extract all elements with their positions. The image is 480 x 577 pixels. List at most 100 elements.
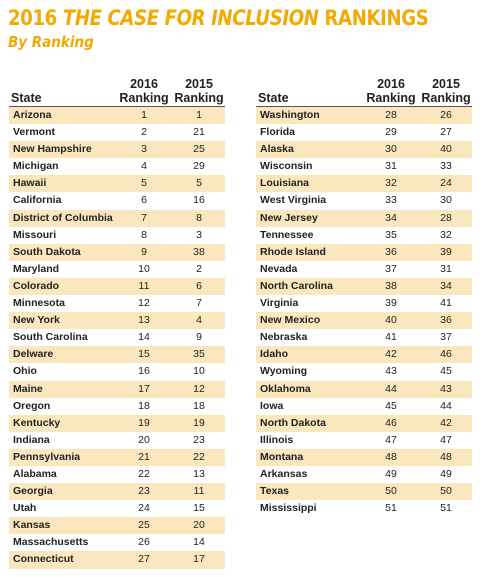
ranking-2015-cell: 39 <box>440 245 452 258</box>
ranking-2016-cell: 46 <box>385 416 397 429</box>
table-row: New York 13 4 <box>9 312 225 330</box>
table-row: Wyoming 43 45 <box>256 363 472 380</box>
ranking-2016-cell: 43 <box>385 365 397 378</box>
ranking-2015-cell: 12 <box>193 382 205 395</box>
header-state: State <box>258 91 289 105</box>
state-cell: South Carolina <box>13 331 88 344</box>
table-row: Arkansas 49 49 <box>256 466 472 483</box>
ranking-2016-cell: 44 <box>385 382 397 395</box>
ranking-2016-cell: 35 <box>385 228 397 241</box>
state-cell: Georgia <box>13 485 53 498</box>
ranking-2016-cell: 24 <box>138 502 150 515</box>
ranking-2015-cell: 45 <box>440 365 452 378</box>
state-cell: New Mexico <box>260 314 321 327</box>
state-cell: Illinois <box>260 433 294 446</box>
ranking-2016-cell: 18 <box>138 399 150 412</box>
ranking-2015-cell: 43 <box>440 382 452 395</box>
ranking-2016-cell: 5 <box>141 177 147 190</box>
state-cell: Nevada <box>260 262 298 275</box>
ranking-2016-cell: 2 <box>141 126 147 139</box>
table-row: Rhode Island 36 39 <box>256 243 472 261</box>
state-cell: Arkansas <box>260 467 308 480</box>
state-cell: South Dakota <box>13 245 81 258</box>
ranking-2016-cell: 42 <box>385 348 397 361</box>
ranking-2016-cell: 50 <box>385 485 397 498</box>
table-row: Kentucky 19 19 <box>9 414 225 432</box>
table-row: Indiana 20 23 <box>9 432 225 449</box>
ranking-2015-cell: 38 <box>193 245 205 258</box>
ranking-2015-cell: 18 <box>193 399 205 412</box>
table-row: Virginia 39 41 <box>256 295 472 312</box>
ranking-2016-cell: 13 <box>138 314 150 327</box>
ranking-2015-cell: 30 <box>440 194 452 207</box>
state-cell: Louisiana <box>260 177 310 190</box>
ranking-2015-cell: 40 <box>440 143 452 156</box>
ranking-2016-cell: 40 <box>385 314 397 327</box>
state-cell: Minnesota <box>13 297 65 310</box>
ranking-2016-cell: 21 <box>138 450 150 463</box>
header-2016-label: Ranking <box>366 91 416 105</box>
state-cell: New Hampshire <box>13 143 92 156</box>
state-cell: Indiana <box>13 433 50 446</box>
ranking-2015-cell: 13 <box>193 467 205 480</box>
ranking-2016-cell: 47 <box>385 433 397 446</box>
ranking-2015-cell: 47 <box>440 433 452 446</box>
state-cell: Idaho <box>260 348 288 361</box>
ranking-2015-cell: 35 <box>193 348 205 361</box>
ranking-2015-cell: 36 <box>440 314 452 327</box>
table-row: Oklahoma 44 43 <box>256 380 472 398</box>
ranking-2016-cell: 3 <box>141 143 147 156</box>
ranking-2016-cell: 31 <box>385 160 397 173</box>
ranking-2015-cell: 21 <box>193 126 205 139</box>
ranking-2015-cell: 33 <box>440 160 452 173</box>
state-cell: District of Columbia <box>13 211 113 224</box>
ranking-2016-cell: 12 <box>138 297 150 310</box>
ranking-2016-cell: 10 <box>138 262 150 275</box>
header-state: State <box>11 91 42 105</box>
state-cell: California <box>13 194 62 207</box>
table-row: Texas 50 50 <box>256 483 472 501</box>
ranking-2016-cell: 8 <box>141 228 147 241</box>
ranking-2016-cell: 32 <box>385 177 397 190</box>
state-cell: Arizona <box>13 109 52 121</box>
table-row: Maryland 10 2 <box>9 261 225 278</box>
ranking-2015-cell: 23 <box>193 433 205 446</box>
ranking-2015-cell: 22 <box>193 450 205 463</box>
ranking-2016-cell: 17 <box>138 382 150 395</box>
ranking-2016-cell: 28 <box>385 109 397 121</box>
state-cell: Alabama <box>13 467 57 480</box>
header-2016-year: 2016 <box>130 77 158 91</box>
ranking-2015-cell: 2 <box>196 262 202 275</box>
state-cell: Rhode Island <box>260 245 326 258</box>
ranking-2016-cell: 15 <box>138 348 150 361</box>
table-row: Vermont 2 21 <box>9 124 225 141</box>
title-emphasis: THE CASE FOR INCLUSION <box>62 6 319 30</box>
state-cell: Tennessee <box>260 228 314 241</box>
ranking-2016-cell: 34 <box>385 211 397 224</box>
ranking-2015-cell: 17 <box>193 553 205 566</box>
ranking-2016-cell: 9 <box>141 245 147 258</box>
page-subtitle: By Ranking <box>8 33 94 51</box>
state-cell: Connecticut <box>13 553 74 566</box>
state-cell: Oregon <box>13 399 51 412</box>
ranking-2016-cell: 22 <box>138 467 150 480</box>
ranking-2015-cell: 46 <box>440 348 452 361</box>
ranking-2015-cell: 10 <box>193 365 205 378</box>
table-row: Ohio 16 10 <box>9 363 225 380</box>
table-row: Nevada 37 31 <box>256 261 472 278</box>
table-row: Alabama 22 13 <box>9 466 225 483</box>
table-row: New Jersey 34 28 <box>256 209 472 227</box>
table-row: Massachusetts 26 14 <box>9 534 225 551</box>
header-2015-year: 2015 <box>185 77 213 91</box>
ranking-2015-cell: 49 <box>440 467 452 480</box>
title-suffix: RANKINGS <box>318 6 429 30</box>
ranking-2015-cell: 41 <box>440 297 452 310</box>
ranking-2016-cell: 25 <box>138 519 150 532</box>
ranking-2015-cell: 37 <box>440 331 452 344</box>
state-cell: Pennsylvania <box>13 450 81 463</box>
ranking-2016-cell: 16 <box>138 365 150 378</box>
ranking-2016-cell: 49 <box>385 467 397 480</box>
table-row: Wisconsin 31 33 <box>256 158 472 175</box>
ranking-2015-cell: 8 <box>196 211 202 224</box>
